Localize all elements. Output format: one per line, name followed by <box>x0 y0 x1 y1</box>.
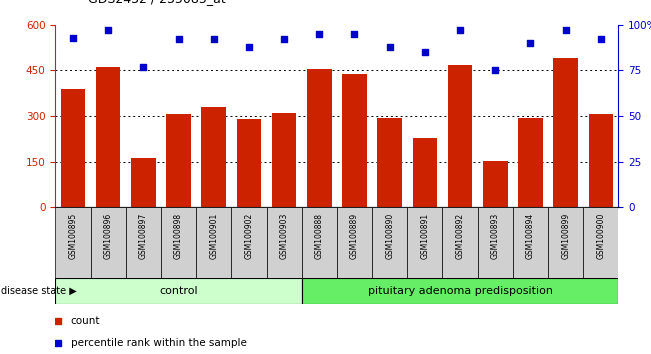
Bar <box>55 278 301 304</box>
Bar <box>96 67 120 207</box>
Point <box>420 49 430 55</box>
Bar <box>266 207 301 278</box>
Bar <box>231 207 266 278</box>
Point <box>243 44 254 50</box>
Bar <box>55 207 90 278</box>
Text: GSM100890: GSM100890 <box>385 213 395 259</box>
Point <box>596 36 606 42</box>
Text: GSM100899: GSM100899 <box>561 213 570 259</box>
Text: control: control <box>159 286 198 296</box>
Bar <box>513 207 548 278</box>
Text: GSM100898: GSM100898 <box>174 213 183 259</box>
Bar <box>126 207 161 278</box>
Bar <box>483 161 508 207</box>
Text: GSM100900: GSM100900 <box>596 213 605 259</box>
Point <box>314 31 324 37</box>
Bar <box>378 118 402 207</box>
Bar <box>196 207 231 278</box>
Bar <box>342 74 367 207</box>
Point <box>68 35 78 40</box>
Bar <box>413 138 437 207</box>
Text: GSM100888: GSM100888 <box>315 213 324 259</box>
Text: GSM100893: GSM100893 <box>491 213 500 259</box>
Point <box>279 36 289 42</box>
Text: GSM100889: GSM100889 <box>350 213 359 259</box>
Bar <box>583 207 618 278</box>
Point <box>490 68 501 73</box>
Text: GDS2432 / 235085_at: GDS2432 / 235085_at <box>88 0 226 5</box>
Text: pituitary adenoma predisposition: pituitary adenoma predisposition <box>368 286 553 296</box>
Bar <box>448 65 473 207</box>
Bar <box>61 88 85 207</box>
Bar <box>131 159 156 207</box>
Point <box>385 44 395 50</box>
Bar <box>161 207 196 278</box>
Point <box>350 31 360 37</box>
Text: GSM100891: GSM100891 <box>421 213 430 259</box>
Text: percentile rank within the sample: percentile rank within the sample <box>71 338 247 348</box>
Bar <box>548 207 583 278</box>
Text: GSM100892: GSM100892 <box>456 213 465 259</box>
Point <box>455 27 465 33</box>
Bar <box>372 207 408 278</box>
Text: GSM100903: GSM100903 <box>279 213 288 259</box>
Text: GSM100894: GSM100894 <box>526 213 535 259</box>
Bar <box>337 207 372 278</box>
Point <box>138 64 148 69</box>
Bar <box>301 207 337 278</box>
Bar <box>271 113 296 207</box>
Bar <box>166 114 191 207</box>
Text: count: count <box>71 316 100 326</box>
Point <box>208 36 219 42</box>
Point <box>561 27 571 33</box>
Bar <box>589 114 613 207</box>
Bar <box>301 278 618 304</box>
Bar <box>90 207 126 278</box>
Text: disease state ▶: disease state ▶ <box>1 286 76 296</box>
Bar <box>307 69 331 207</box>
Point <box>103 27 113 33</box>
Bar <box>236 119 261 207</box>
Bar <box>408 207 443 278</box>
Bar <box>478 207 513 278</box>
Bar <box>518 118 543 207</box>
Text: GSM100902: GSM100902 <box>244 213 253 259</box>
Text: GSM100896: GSM100896 <box>104 213 113 259</box>
Text: GSM100895: GSM100895 <box>68 213 77 259</box>
Bar <box>553 58 578 207</box>
Bar <box>201 107 226 207</box>
Bar <box>443 207 478 278</box>
Text: GSM100897: GSM100897 <box>139 213 148 259</box>
Point <box>525 40 536 46</box>
Text: GSM100901: GSM100901 <box>209 213 218 259</box>
Point <box>173 36 184 42</box>
